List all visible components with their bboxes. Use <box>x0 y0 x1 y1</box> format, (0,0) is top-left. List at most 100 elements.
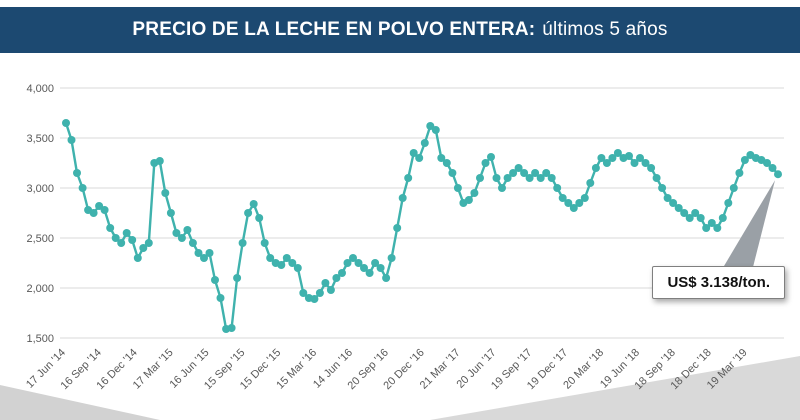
data-point-marker <box>426 122 435 130</box>
data-point-marker <box>652 174 661 182</box>
data-point-marker <box>591 164 600 172</box>
data-point-marker <box>343 259 352 267</box>
data-point-marker <box>718 214 727 222</box>
data-point-marker <box>647 164 656 172</box>
data-point-marker <box>437 154 446 162</box>
data-point-marker <box>630 159 639 167</box>
data-point-marker <box>536 174 545 182</box>
data-point-marker <box>569 204 578 212</box>
title-banner: PRECIO DE LA LECHE EN POLVO ENTERA: últi… <box>0 7 800 53</box>
data-point-marker <box>393 224 402 232</box>
data-point-marker <box>674 204 683 212</box>
data-point-marker <box>658 184 667 192</box>
data-point-marker <box>464 196 473 204</box>
data-point-marker <box>520 169 529 177</box>
data-point-marker <box>177 234 186 242</box>
data-point-marker <box>266 254 275 262</box>
data-point-marker <box>415 154 424 162</box>
data-point-marker <box>321 279 330 287</box>
data-point-marker <box>376 264 385 272</box>
data-point-marker <box>117 239 126 247</box>
data-point-marker <box>558 194 567 202</box>
data-point-marker <box>696 214 705 222</box>
data-point-marker <box>503 174 512 182</box>
data-point-marker <box>122 229 131 237</box>
data-point-marker <box>409 149 418 157</box>
data-point-marker <box>636 154 644 162</box>
data-point-marker <box>282 254 291 262</box>
footer-decoration-left-icon <box>0 385 160 420</box>
data-point-marker <box>89 209 98 217</box>
data-point-marker <box>106 224 115 232</box>
data-point-marker <box>685 214 694 222</box>
data-point-marker <box>144 239 153 247</box>
data-point-marker <box>498 184 506 192</box>
data-point-marker <box>260 239 269 247</box>
data-point-marker <box>288 259 297 267</box>
data-point-marker <box>729 184 738 192</box>
data-point-marker <box>67 136 76 144</box>
data-point-marker <box>680 209 689 217</box>
data-point-marker <box>310 295 319 303</box>
data-point-marker <box>233 274 242 282</box>
data-point-marker <box>575 199 584 207</box>
data-point-marker <box>509 169 518 177</box>
data-point-marker <box>580 194 589 202</box>
data-point-marker <box>398 194 407 202</box>
data-point-marker <box>78 184 87 192</box>
data-point-marker <box>564 199 573 207</box>
data-point-marker <box>172 229 181 237</box>
y-tick-label: 2,500 <box>26 233 54 245</box>
data-point-marker <box>735 169 744 177</box>
data-point-marker <box>404 174 413 182</box>
data-point-marker <box>707 219 716 227</box>
y-tick-label: 3,000 <box>26 183 54 195</box>
page-title: PRECIO DE LA LECHE EN POLVO ENTERA: <box>132 19 536 40</box>
data-point-marker <box>299 289 308 297</box>
callout-arrow-icon <box>724 180 775 271</box>
data-point-marker <box>227 324 236 332</box>
data-point-marker <box>774 170 782 179</box>
data-point-marker <box>216 294 225 302</box>
data-point-marker <box>205 249 214 257</box>
data-point-marker <box>133 254 142 262</box>
data-point-marker <box>277 261 286 269</box>
data-point-marker <box>663 194 672 202</box>
y-tick-label: 4,000 <box>26 83 54 95</box>
data-point-marker <box>691 209 700 217</box>
price-line <box>64 122 779 331</box>
data-point-marker <box>625 152 633 160</box>
data-point-marker <box>597 154 606 162</box>
data-point-marker <box>293 264 302 272</box>
data-point-marker <box>542 169 551 177</box>
data-point-marker <box>724 199 733 207</box>
data-point-marker <box>354 259 363 267</box>
data-point-marker <box>255 214 264 222</box>
data-point-marker <box>531 169 540 177</box>
page-subtitle: últimos 5 años <box>542 19 668 40</box>
data-point-marker <box>183 226 192 234</box>
data-point-marker <box>547 174 556 182</box>
data-point-marker <box>95 202 104 210</box>
y-tick-label: 1,500 <box>26 333 54 345</box>
data-point-marker <box>669 199 678 207</box>
data-point-marker <box>420 139 429 147</box>
data-point-marker <box>73 169 81 177</box>
data-point-marker <box>111 234 120 242</box>
price-callout: US$ 3.138/ton. <box>652 266 785 299</box>
data-point-marker <box>161 189 170 197</box>
data-point-marker <box>453 184 462 192</box>
data-point-marker <box>476 174 484 182</box>
y-tick-label: 3,500 <box>26 133 54 145</box>
data-point-marker <box>139 244 148 252</box>
data-point-marker <box>332 274 341 282</box>
data-point-marker <box>338 269 346 277</box>
data-point-marker <box>768 164 777 172</box>
data-point-marker <box>211 276 219 284</box>
data-point-marker <box>613 149 622 157</box>
data-point-marker <box>155 157 164 165</box>
data-point-marker <box>481 159 490 167</box>
data-point-marker <box>249 200 258 208</box>
data-point-marker <box>608 154 617 162</box>
